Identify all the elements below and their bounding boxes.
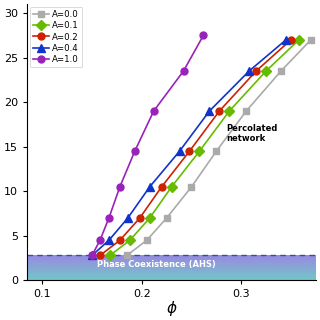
Line: A=0.4: A=0.4	[88, 36, 290, 260]
A=0.4	[178, 149, 181, 153]
A=0.0	[165, 216, 169, 220]
A=1.0	[181, 69, 185, 73]
Text: Phase Coexistence (AHS): Phase Coexistence (AHS)	[97, 260, 216, 269]
Text: Percolated
network: Percolated network	[226, 124, 278, 143]
A=1.0	[107, 216, 111, 220]
A=0.1	[264, 69, 268, 73]
A=0.0	[189, 185, 193, 189]
X-axis label: ϕ: ϕ	[167, 301, 177, 316]
A=0.2	[289, 38, 293, 42]
A=0.4	[126, 216, 130, 220]
A=0.1	[108, 253, 112, 257]
Legend: A=0.0, A=0.1, A=0.2, A=0.4, A=1.0: A=0.0, A=0.1, A=0.2, A=0.4, A=1.0	[30, 7, 83, 67]
A=0.4	[148, 185, 152, 189]
A=0.2	[160, 185, 164, 189]
A=0.1	[170, 185, 173, 189]
A=0.1	[297, 38, 301, 42]
A=1.0	[90, 253, 94, 257]
A=0.0	[214, 149, 218, 153]
A=0.4	[247, 69, 251, 73]
A=0.0	[279, 69, 283, 73]
A=0.4	[107, 238, 111, 242]
A=0.1	[197, 149, 201, 153]
A=1.0	[98, 238, 102, 242]
A=0.2	[138, 216, 142, 220]
A=0.0	[309, 38, 313, 42]
A=0.2	[98, 253, 102, 257]
A=0.2	[188, 149, 191, 153]
A=0.1	[148, 216, 152, 220]
A=0.4	[90, 253, 94, 257]
A=1.0	[118, 185, 122, 189]
Line: A=0.1: A=0.1	[107, 36, 302, 259]
Line: A=0.0: A=0.0	[124, 37, 314, 259]
A=0.1	[227, 109, 231, 113]
A=0.2	[254, 69, 258, 73]
A=0.0	[125, 253, 129, 257]
A=0.4	[207, 109, 211, 113]
Line: A=0.2: A=0.2	[96, 36, 294, 259]
A=1.0	[152, 109, 156, 113]
A=0.0	[244, 109, 248, 113]
A=0.1	[128, 238, 132, 242]
A=0.4	[284, 38, 288, 42]
A=0.2	[118, 238, 122, 242]
A=1.0	[202, 33, 205, 37]
A=1.0	[133, 149, 137, 153]
A=0.0	[145, 238, 148, 242]
Line: A=1.0: A=1.0	[89, 32, 207, 259]
A=0.2	[217, 109, 221, 113]
